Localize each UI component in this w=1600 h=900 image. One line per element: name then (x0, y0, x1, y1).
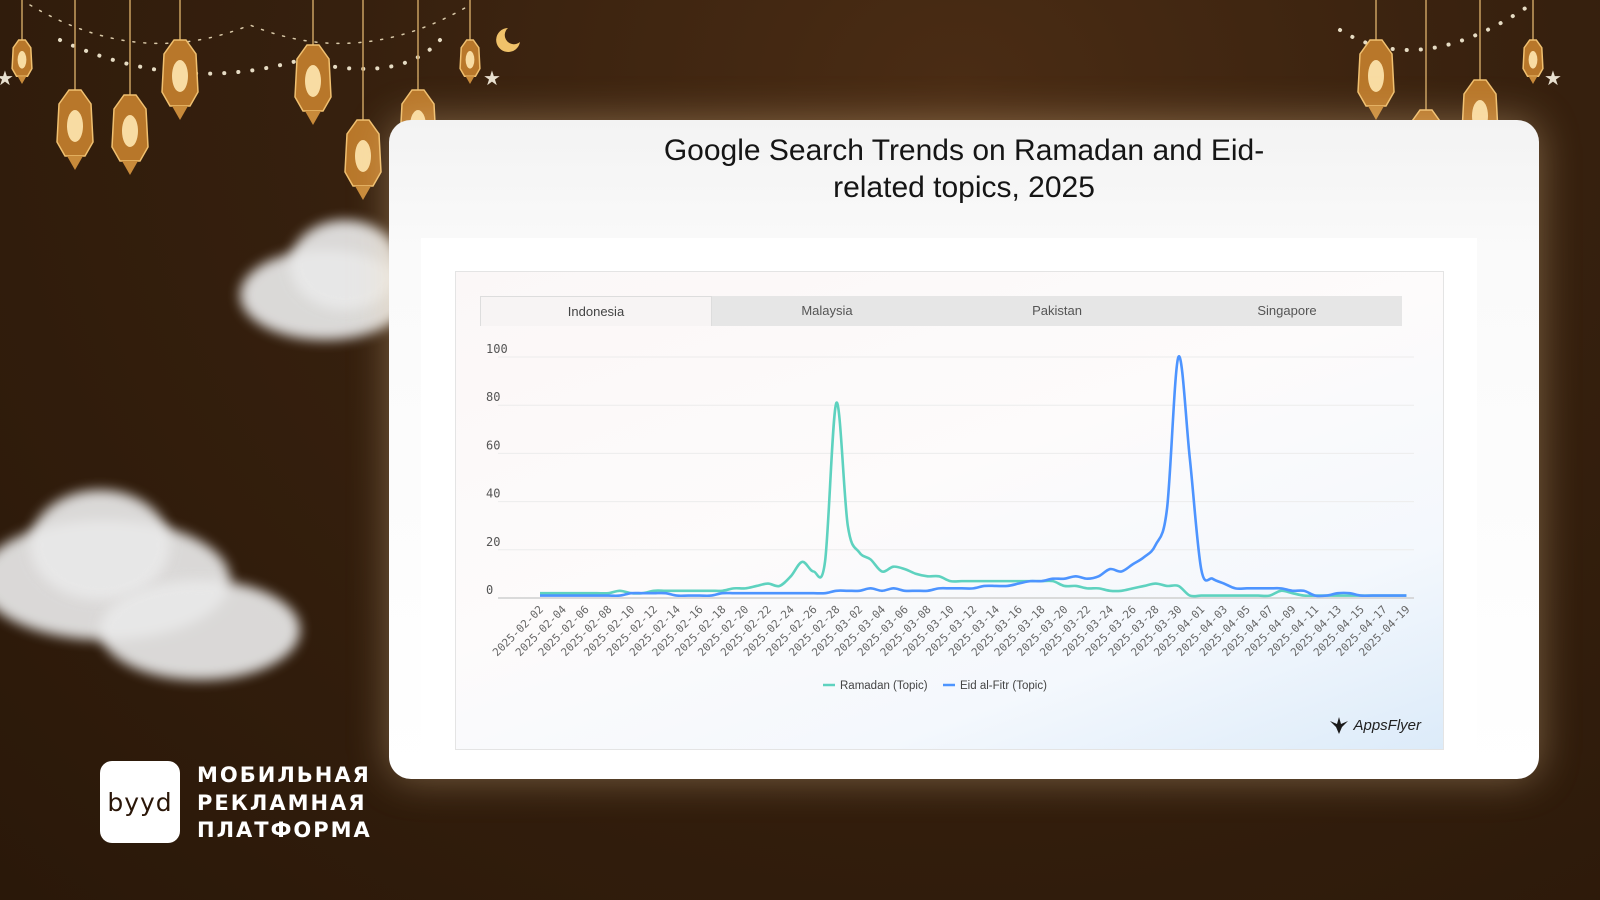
garland (1338, 3, 1532, 52)
legend-label: Ramadan (Topic) (840, 680, 928, 692)
lantern-icon (459, 39, 481, 78)
lantern-glow (1528, 51, 1538, 69)
country-tabs: Indonesia Malaysia Pakistan Singapore (480, 296, 1402, 326)
lantern-icon (294, 44, 332, 112)
tab-indonesia[interactable]: Indonesia (480, 296, 712, 326)
byyd-logo-text: byyd (107, 787, 173, 817)
lantern-icon (1522, 39, 1544, 78)
lantern-tip (465, 76, 475, 84)
lantern-glow (305, 65, 321, 97)
cloud-decoration (290, 220, 400, 310)
lantern-glow (172, 60, 188, 92)
legend-label: Eid al-Fitr (Topic) (960, 680, 1047, 692)
lantern-glow (122, 115, 138, 147)
lantern-tip (1368, 106, 1384, 120)
lantern-icon (1357, 39, 1395, 107)
chart-title-line: Google Search Trends on Ramadan and Eid- (663, 134, 1265, 167)
lantern-glow (355, 140, 371, 172)
ramadan-series-line (539, 401, 1407, 598)
cloud-decoration (30, 490, 170, 600)
cloud-decoration (100, 580, 300, 680)
byyd-logo: byyd (100, 761, 180, 843)
appsflyer-bird-icon (1330, 717, 1349, 734)
y-tick-label: 20 (486, 535, 500, 549)
lantern-icon (111, 94, 149, 162)
tagline-line: ПЛАТФОРМА (197, 818, 372, 842)
tagline-line: РЕКЛАМНАЯ (197, 790, 367, 815)
lantern-glow (1368, 60, 1384, 92)
garland (58, 38, 442, 76)
lantern-icon (11, 39, 33, 78)
lantern-icon (161, 39, 199, 107)
chart-title: Google Search Trends on Ramadan and Eid-… (389, 132, 1539, 206)
lantern-icon (344, 119, 382, 187)
lantern-glow (465, 51, 475, 69)
eid-series-line (539, 355, 1407, 598)
lantern-tip (1528, 76, 1538, 84)
chart-panel: 0 20 40 60 80 100 2025-02-02 2025-02-04 2025-02-… (421, 238, 1477, 773)
y-tick-label: 80 (486, 390, 500, 404)
chart-title-line: related topics, 2025 (833, 171, 1095, 204)
line-chart: 0204060801002025-02-022025-02-042025-02-… (486, 342, 1414, 692)
tab-singapore[interactable]: Singapore (1257, 303, 1317, 318)
lantern-tip (17, 76, 27, 84)
lantern-tip (172, 106, 188, 120)
appsflyer-logo-text: AppsFlyer (1353, 716, 1421, 734)
lantern-tip (122, 161, 138, 175)
lantern-glow (67, 110, 83, 142)
star-icon: ★ (0, 66, 14, 90)
garland (29, 4, 471, 45)
tagline-line: МОБИЛЬНАЯ (197, 763, 371, 787)
lantern-tip (67, 156, 83, 170)
y-tick-label: 60 (486, 438, 500, 452)
chart-card: Google Search Trends on Ramadan and Eid-… (389, 120, 1539, 779)
cloud-decoration (240, 250, 410, 340)
cloud-decoration (0, 520, 230, 640)
y-tick-label: 0 (486, 583, 493, 597)
appsflyer-logo: AppsFlyer (1328, 715, 1421, 735)
tab-pakistan[interactable]: Pakistan (1032, 303, 1082, 318)
chart-frame: 0 20 40 60 80 100 2025-02-02 2025-02-04 2025-02-… (455, 271, 1444, 750)
star-icon: ★ (1544, 66, 1562, 90)
lantern-icon (56, 89, 94, 157)
lantern-tip (355, 186, 371, 200)
lantern-tip (305, 111, 321, 125)
brand-tagline: МОБИЛЬНАЯ РЕКЛАМНАЯ ПЛАТФОРМА (197, 762, 372, 845)
tab-malaysia[interactable]: Malaysia (801, 303, 853, 318)
crescent-moon-icon (496, 28, 520, 52)
star-icon: ★ (483, 66, 501, 90)
y-tick-label: 100 (486, 342, 508, 356)
lantern-glow (17, 51, 27, 69)
y-tick-label: 40 (486, 487, 500, 501)
